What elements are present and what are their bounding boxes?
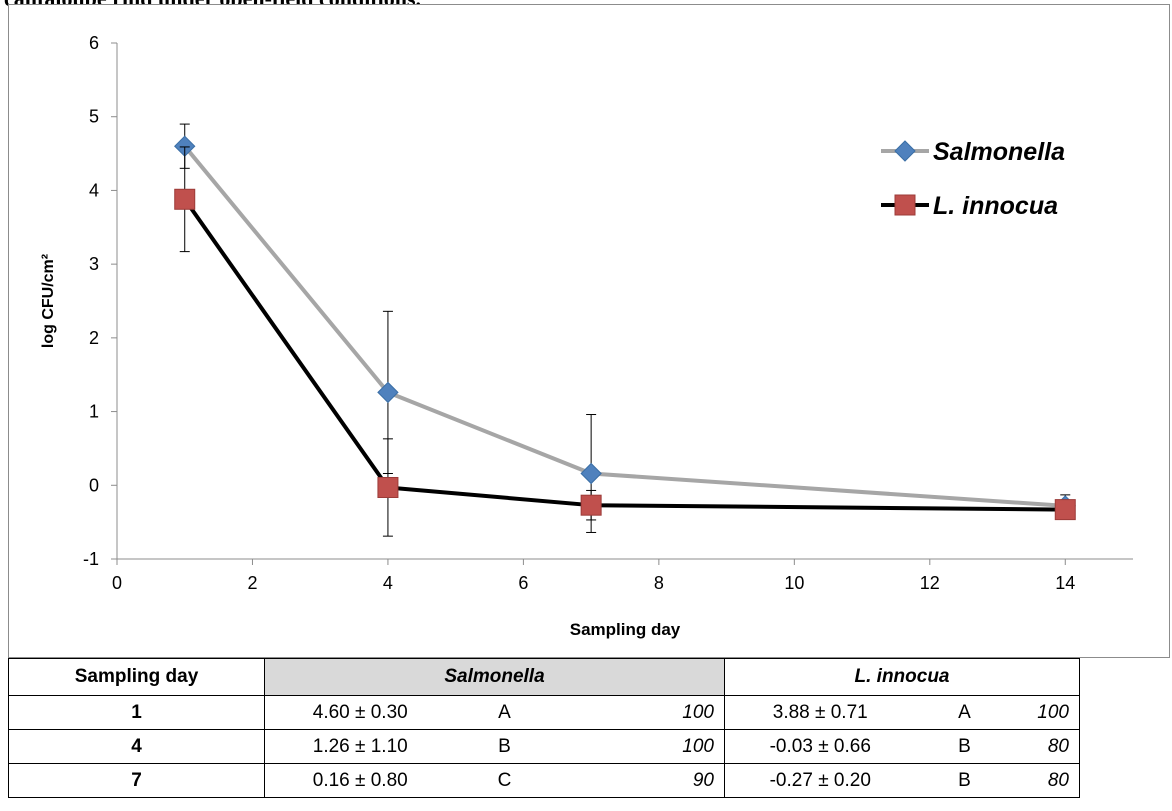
cell-day: 7 (8, 763, 265, 798)
series-l-innocua (174, 146, 1076, 537)
data-point-l-innocua (580, 494, 602, 516)
x-tick-label: 0 (112, 573, 122, 593)
cell-innocua-percent: 80 (1013, 763, 1080, 798)
series-line-l-innocua (183, 198, 1066, 512)
x-axis-title: Sampling day (570, 620, 681, 639)
cell-salmonella-percent: 100 (553, 729, 725, 764)
y-tick-label: 5 (89, 107, 99, 127)
table-row: 7 0.16 ± 0.80 C 90 -0.27 ± 0.20 B 80 (8, 763, 1080, 798)
cell-day: 1 (8, 695, 265, 730)
legend-marker (894, 140, 916, 162)
x-tick-label: 10 (784, 573, 804, 593)
table-row: 4 1.26 ± 1.10 B 100 -0.03 ± 0.66 B 80 (8, 729, 1080, 764)
table-header-row: Sampling day Salmonella L. innocua (8, 658, 1080, 696)
y-tick-label: 4 (89, 180, 99, 200)
data-point-salmonella (580, 462, 602, 485)
series-layer (174, 123, 1076, 537)
cell-innocua-percent: 80 (1013, 729, 1080, 764)
legend-label: L. innocua (933, 192, 1058, 220)
cell-innocua-value: -0.03 ± 0.66 (724, 729, 916, 764)
data-point-l-innocua (377, 476, 399, 498)
cell-salmonella-value: 1.26 ± 1.10 (264, 729, 456, 764)
x-tick-label: 12 (920, 573, 940, 593)
data-point-l-innocua (1054, 499, 1076, 521)
x-tick-label: 4 (383, 573, 393, 593)
x-tick-label: 2 (247, 573, 257, 593)
cell-innocua-group: B (915, 763, 1014, 798)
x-tick-label: 14 (1055, 573, 1075, 593)
data-point-l-innocua (174, 188, 196, 210)
y-tick-label: -1 (83, 549, 99, 569)
x-tick-label: 6 (518, 573, 528, 593)
cell-salmonella-value: 0.16 ± 0.80 (264, 763, 456, 798)
y-tick-label: 3 (89, 254, 99, 274)
cell-salmonella-group: B (455, 729, 554, 764)
cell-innocua-value: -0.27 ± 0.20 (724, 763, 916, 798)
x-tick-label: 8 (654, 573, 664, 593)
chart-area: -1 0 1 2 3 4 5 6 0 2 4 6 8 10 12 14 Sampling day log CFU/… (8, 4, 1170, 658)
cell-innocua-group: A (915, 695, 1014, 730)
y-tick-label: 1 (89, 402, 99, 422)
summary-table: Sampling day Salmonella L. innocua 1 4.6… (8, 658, 1080, 798)
legend-marker (894, 194, 916, 216)
cell-salmonella-group: A (455, 695, 554, 730)
legend-entry-salmonella: Salmonella (881, 138, 1065, 166)
cell-innocua-percent: 100 (1013, 695, 1080, 730)
y-tick-label: 0 (89, 475, 99, 495)
legend: Salmonella L. innocua (881, 138, 1065, 220)
cell-salmonella-group: C (455, 763, 554, 798)
cell-salmonella-percent: 90 (553, 763, 725, 798)
y-tick-label: 2 (89, 328, 99, 348)
header-sampling-day: Sampling day (8, 658, 265, 696)
header-l-innocua: L. innocua (724, 658, 1080, 696)
cell-innocua-value: 3.88 ± 0.71 (724, 695, 916, 730)
legend-entry-l-innocua: L. innocua (881, 192, 1058, 220)
series-line-salmonella (183, 144, 1066, 508)
cell-salmonella-value: 4.60 ± 0.30 (264, 695, 456, 730)
cell-day: 4 (8, 729, 265, 764)
cell-salmonella-percent: 100 (553, 695, 725, 730)
series-salmonella (174, 123, 1076, 533)
cell-innocua-group: B (915, 729, 1014, 764)
y-axis-title: log CFU/cm² (40, 254, 57, 348)
legend-label: Salmonella (933, 138, 1065, 166)
y-tick-label: 6 (89, 33, 99, 53)
data-point-salmonella (377, 381, 399, 404)
header-salmonella: Salmonella (264, 658, 725, 696)
table-row: 1 4.60 ± 0.30 A 100 3.88 ± 0.71 A 100 (8, 695, 1080, 730)
